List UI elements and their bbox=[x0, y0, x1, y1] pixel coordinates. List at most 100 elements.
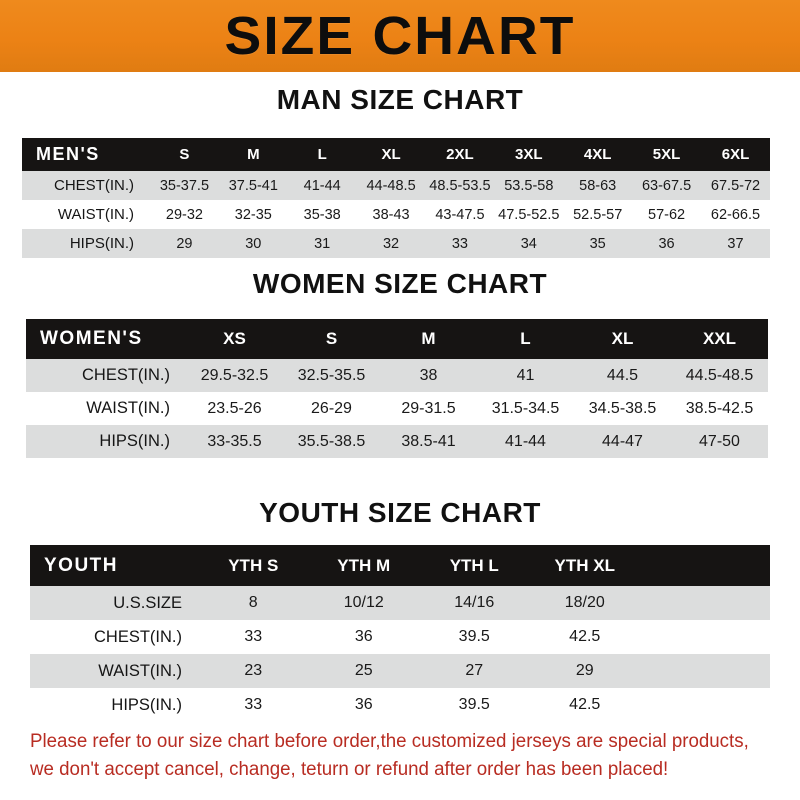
women-col-xl: XL bbox=[574, 319, 671, 359]
table-cell: 36 bbox=[308, 620, 419, 654]
table-cell: 35-38 bbox=[287, 200, 357, 229]
table-cell: 42.5 bbox=[529, 620, 640, 654]
table-cell: 44.5 bbox=[574, 359, 671, 392]
women-row-label-header: WOMEN'S bbox=[26, 319, 186, 359]
table-cell: 41-44 bbox=[477, 425, 574, 458]
table-cell: 29 bbox=[529, 654, 640, 688]
table-cell: 63-67.5 bbox=[632, 171, 701, 200]
men-col-2xl: 2XL bbox=[425, 138, 495, 171]
youth-row-label-header: YOUTH bbox=[30, 545, 198, 586]
table-row: HIPS(IN.) 33-35.5 35.5-38.5 38.5-41 41-4… bbox=[26, 425, 768, 458]
men-row-label-chest: CHEST(IN.) bbox=[22, 171, 150, 200]
table-cell: 47-50 bbox=[671, 425, 768, 458]
table-cell: 18/20 bbox=[529, 586, 640, 620]
table-cell: 44-48.5 bbox=[356, 171, 426, 200]
youth-row-label-chest: CHEST(IN.) bbox=[30, 620, 198, 654]
men-table-header: MEN'S S M L XL 2XL 3XL 4XL 5XL 6XL bbox=[22, 138, 770, 171]
youth-col-yth-m: YTH M bbox=[308, 545, 419, 586]
table-cell: 52.5-57 bbox=[563, 200, 633, 229]
table-cell: 36 bbox=[632, 229, 701, 258]
table-cell: 38.5-42.5 bbox=[671, 392, 768, 425]
table-cell: 33 bbox=[198, 620, 309, 654]
table-cell: 44.5-48.5 bbox=[671, 359, 768, 392]
table-row: U.S.SIZE 8 10/12 14/16 18/20 bbox=[30, 586, 770, 620]
women-col-s: S bbox=[283, 319, 380, 359]
women-table-body: CHEST(IN.) 29.5-32.5 32.5-35.5 38 41 44.… bbox=[26, 359, 768, 458]
men-size-table: MEN'S S M L XL 2XL 3XL 4XL 5XL 6XL CHEST… bbox=[22, 138, 770, 258]
table-cell: 35.5-38.5 bbox=[283, 425, 380, 458]
men-col-s: S bbox=[150, 138, 219, 171]
youth-row-label-waist: WAIST(IN.) bbox=[30, 654, 198, 688]
table-cell: 23.5-26 bbox=[186, 392, 283, 425]
women-row-label-hips: HIPS(IN.) bbox=[26, 425, 186, 458]
table-cell: 43-47.5 bbox=[425, 200, 495, 229]
disclaimer-line-1: Please refer to our size chart before or… bbox=[30, 731, 749, 752]
table-cell: 29.5-32.5 bbox=[186, 359, 283, 392]
youth-table-header: YOUTH YTH S YTH M YTH L YTH XL bbox=[30, 545, 770, 586]
table-row: WAIST(IN.) 23 25 27 29 bbox=[30, 654, 770, 688]
table-header-row: YOUTH YTH S YTH M YTH L YTH XL bbox=[30, 545, 770, 586]
table-cell: 53.5-58 bbox=[494, 171, 564, 200]
table-header-row: MEN'S S M L XL 2XL 3XL 4XL 5XL 6XL bbox=[22, 138, 770, 171]
youth-size-table: YOUTH YTH S YTH M YTH L YTH XL U.S.SIZE … bbox=[30, 545, 770, 722]
table-cell: 8 bbox=[198, 586, 309, 620]
men-col-4xl: 4XL bbox=[563, 138, 633, 171]
men-col-l: L bbox=[287, 138, 357, 171]
table-cell: 47.5-52.5 bbox=[494, 200, 564, 229]
table-row: CHEST(IN.) 35-37.5 37.5-41 41-44 44-48.5… bbox=[22, 171, 770, 200]
table-cell: 30 bbox=[218, 229, 288, 258]
table-cell: 57-62 bbox=[632, 200, 701, 229]
table-cell: 32.5-35.5 bbox=[283, 359, 380, 392]
youth-cell-spacer bbox=[640, 654, 770, 688]
table-row: WAIST(IN.) 29-32 32-35 35-38 38-43 43-47… bbox=[22, 200, 770, 229]
youth-col-yth-xl: YTH XL bbox=[529, 545, 640, 586]
table-cell: 39.5 bbox=[419, 688, 530, 722]
table-row: WAIST(IN.) 23.5-26 26-29 29-31.5 31.5-34… bbox=[26, 392, 768, 425]
table-cell: 36 bbox=[308, 688, 419, 722]
women-col-xxl: XXL bbox=[671, 319, 768, 359]
disclaimer-text: Please refer to our size chart before or… bbox=[30, 728, 771, 783]
table-cell: 33 bbox=[198, 688, 309, 722]
table-cell: 67.5-72 bbox=[701, 171, 770, 200]
women-col-l: L bbox=[477, 319, 574, 359]
table-cell: 44-47 bbox=[574, 425, 671, 458]
table-cell: 34 bbox=[494, 229, 564, 258]
table-row: CHEST(IN.) 29.5-32.5 32.5-35.5 38 41 44.… bbox=[26, 359, 768, 392]
section-title-women: WOMEN SIZE CHART bbox=[252, 268, 548, 299]
table-cell: 25 bbox=[308, 654, 419, 688]
table-row: HIPS(IN.) 33 36 39.5 42.5 bbox=[30, 688, 770, 722]
table-cell: 34.5-38.5 bbox=[574, 392, 671, 425]
youth-cell-spacer bbox=[640, 620, 770, 654]
youth-cell-spacer bbox=[640, 688, 770, 722]
table-cell: 41 bbox=[477, 359, 574, 392]
men-col-6xl: 6XL bbox=[701, 138, 770, 171]
page-banner: SIZE CHART bbox=[0, 0, 800, 72]
youth-row-label-hips: HIPS(IN.) bbox=[30, 688, 198, 722]
youth-table-body: U.S.SIZE 8 10/12 14/16 18/20 CHEST(IN.) … bbox=[30, 586, 770, 722]
men-table-body: CHEST(IN.) 35-37.5 37.5-41 41-44 44-48.5… bbox=[22, 171, 770, 258]
men-col-3xl: 3XL bbox=[494, 138, 564, 171]
men-row-label-header: MEN'S bbox=[22, 138, 150, 171]
table-header-row: WOMEN'S XS S M L XL XXL bbox=[26, 319, 768, 359]
table-cell: 10/12 bbox=[308, 586, 419, 620]
men-row-label-hips: HIPS(IN.) bbox=[22, 229, 150, 258]
table-cell: 35 bbox=[563, 229, 633, 258]
table-cell: 29-31.5 bbox=[380, 392, 477, 425]
table-row: CHEST(IN.) 33 36 39.5 42.5 bbox=[30, 620, 770, 654]
men-col-m: M bbox=[218, 138, 288, 171]
table-cell: 48.5-53.5 bbox=[425, 171, 495, 200]
table-cell: 31 bbox=[287, 229, 357, 258]
table-cell: 42.5 bbox=[529, 688, 640, 722]
table-cell: 33-35.5 bbox=[186, 425, 283, 458]
youth-col-yth-l: YTH L bbox=[419, 545, 530, 586]
table-row: HIPS(IN.) 29 30 31 32 33 34 35 36 37 bbox=[22, 229, 770, 258]
youth-cell-spacer bbox=[640, 586, 770, 620]
table-cell: 58-63 bbox=[563, 171, 633, 200]
men-row-label-waist: WAIST(IN.) bbox=[22, 200, 150, 229]
table-cell: 29 bbox=[150, 229, 219, 258]
section-title-youth: YOUTH SIZE CHART bbox=[259, 497, 541, 528]
table-cell: 38-43 bbox=[356, 200, 426, 229]
table-cell: 35-37.5 bbox=[150, 171, 219, 200]
women-row-label-chest: CHEST(IN.) bbox=[26, 359, 186, 392]
page-title: SIZE CHART bbox=[224, 6, 576, 66]
